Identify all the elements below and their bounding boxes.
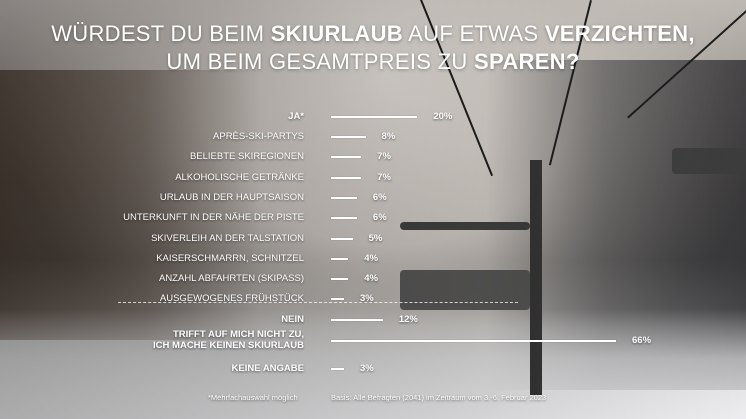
value-label: 12% (398, 314, 418, 325)
bar (331, 156, 362, 158)
row-label: BELIEBTE SKIREGIONEN (189, 151, 304, 162)
bar (331, 298, 344, 300)
row-label: UNTERKUNFT IN DER NÄHE DER PISTE (123, 212, 304, 223)
chair-lift-seat-back (400, 222, 530, 230)
section-divider (118, 302, 518, 303)
chair-lift-seat (400, 270, 530, 310)
bar (331, 368, 344, 370)
row-label: NEIN (281, 314, 304, 325)
bar (331, 258, 349, 260)
row-label: JA* (288, 111, 304, 122)
value-label: 3% (359, 293, 374, 304)
row-label: KEINE ANGABE (231, 363, 305, 374)
snow-slope (0, 309, 746, 419)
title-emphasis: SKIURLAUB (270, 21, 403, 46)
title-line-1: WÜRDEST DU BEIM SKIURLAUB AUF ETWAS VERZ… (0, 20, 746, 48)
row-label: APRÈS-SKI-PARTYS (213, 131, 304, 142)
bar (331, 238, 353, 240)
lift-pole (530, 160, 542, 395)
bar (331, 116, 418, 118)
title-text: WÜRDEST DU BEIM (51, 21, 271, 46)
bar (331, 136, 366, 138)
row-label: SKIVERLEIH AN DER TALSTATION (151, 233, 304, 244)
page-title: WÜRDEST DU BEIM SKIURLAUB AUF ETWAS VERZ… (0, 20, 746, 76)
value-label: 6% (372, 192, 387, 203)
title-line-2: UM BEIM GESAMTPREIS ZU SPAREN? (0, 48, 746, 76)
basis-note: Basis: Alle Befragten (2041) im Zeitraum… (331, 393, 547, 402)
bar (331, 197, 357, 199)
row-label: URLAUB IN DER HAUPTSAISON (159, 192, 304, 203)
forest-left (0, 70, 260, 340)
row-label: AUSGEWOGENES FRÜHSTÜCK (159, 293, 304, 304)
value-label: 7% (377, 172, 391, 183)
value-label: 6% (372, 212, 387, 223)
footnote: *Mehrfachauswahl möglich (208, 393, 298, 402)
value-label: 4% (364, 253, 378, 264)
row-label: ALKOHOLISCHE GETRÄNKE (175, 172, 304, 183)
value-label: 7% (377, 151, 391, 162)
title-text: UM BEIM GESAMTPREIS ZU (166, 49, 474, 74)
value-label: 66% (632, 335, 652, 346)
title-text: AUF ETWAS (402, 21, 545, 46)
bar (331, 278, 349, 280)
row-label: KAISERSCHMARRN, SCHNITZEL (156, 253, 304, 264)
value-label: 8% (381, 131, 396, 142)
title-emphasis: SPAREN? (474, 49, 580, 74)
bar (331, 217, 357, 219)
chair-lift-right (672, 148, 746, 174)
row-label: ANZAHL ABFAHRTEN (SKIPASS) (158, 273, 304, 284)
value-label: 3% (359, 363, 374, 374)
value-label: 5% (368, 233, 383, 244)
title-emphasis: VERZICHTEN, (544, 21, 695, 46)
bar (331, 319, 383, 321)
value-label: 20% (433, 111, 453, 122)
bar (331, 340, 616, 342)
bar (331, 177, 362, 179)
value-label: 4% (364, 273, 378, 284)
row-label: TRIFFT AUF MICH NICHT ZU, ICH MACHE KEINE… (153, 329, 304, 351)
